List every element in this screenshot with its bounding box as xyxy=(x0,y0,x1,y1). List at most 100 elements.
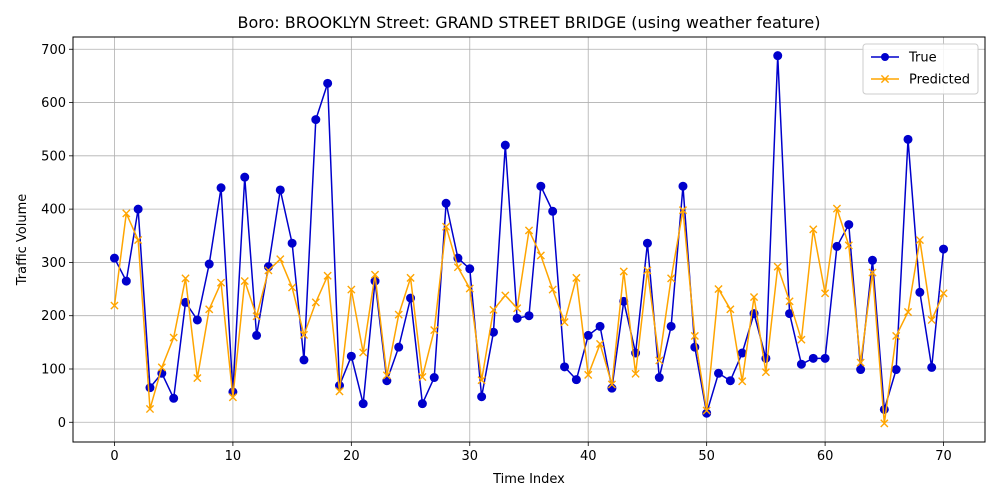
data-point-true xyxy=(844,220,854,230)
data-point-predicted xyxy=(868,268,877,277)
series-layer xyxy=(109,51,949,428)
data-point-predicted xyxy=(240,276,249,286)
x-tick-label: 20 xyxy=(343,449,360,464)
data-point-true xyxy=(654,373,664,383)
data-point-predicted xyxy=(359,348,368,357)
data-point-true xyxy=(323,78,333,88)
data-point-true xyxy=(382,376,392,386)
data-point-predicted xyxy=(844,241,853,250)
data-point-predicted xyxy=(738,377,747,386)
data-point-predicted xyxy=(702,406,711,415)
x-tick-label: 70 xyxy=(935,449,952,464)
data-point-predicted xyxy=(323,271,332,280)
data-point-true xyxy=(275,185,285,195)
data-point-true xyxy=(169,393,179,403)
data-point-true xyxy=(796,359,806,369)
data-point-true xyxy=(192,315,202,325)
data-point-predicted xyxy=(501,291,510,300)
data-point-true xyxy=(536,181,546,191)
data-point-true xyxy=(867,255,877,265)
data-point-true xyxy=(939,244,949,254)
data-point-predicted xyxy=(927,315,936,325)
data-point-predicted xyxy=(134,235,143,245)
data-point-predicted xyxy=(619,267,628,276)
data-point-predicted xyxy=(430,325,439,335)
y-axis-title: Traffic Volume xyxy=(15,194,30,287)
data-point-true xyxy=(903,134,913,144)
data-point-true xyxy=(571,375,581,385)
y-tick-label: 500 xyxy=(41,149,66,164)
data-point-true xyxy=(512,313,522,323)
data-point-predicted xyxy=(572,273,581,282)
data-point-predicted xyxy=(584,370,593,379)
data-point-true xyxy=(714,368,724,378)
x-tick-label: 30 xyxy=(462,449,479,464)
data-point-true xyxy=(346,351,356,361)
y-tick-label: 100 xyxy=(41,362,66,377)
data-point-predicted xyxy=(205,305,214,314)
series-predicted xyxy=(110,204,948,428)
data-point-predicted xyxy=(489,305,498,314)
data-point-true xyxy=(820,353,830,363)
data-point-true xyxy=(583,330,593,340)
data-point-predicted xyxy=(714,284,723,294)
data-point-predicted xyxy=(418,372,427,382)
data-point-predicted xyxy=(110,301,119,310)
data-point-true xyxy=(299,355,309,365)
data-point-predicted xyxy=(655,356,664,365)
data-point-true xyxy=(832,241,842,251)
data-point-true xyxy=(311,115,321,125)
data-point-true xyxy=(500,140,510,150)
data-point-true xyxy=(358,399,368,409)
data-point-predicted xyxy=(797,335,806,344)
data-point-predicted xyxy=(453,263,463,272)
data-point-true xyxy=(477,392,487,402)
data-point-true xyxy=(891,365,901,375)
data-point-true xyxy=(808,353,818,363)
data-point-predicted xyxy=(477,376,486,385)
data-point-predicted xyxy=(122,209,131,218)
data-point-true xyxy=(216,183,226,193)
legend-marker-true xyxy=(881,53,889,61)
data-point-predicted xyxy=(288,283,297,292)
data-point-predicted xyxy=(169,333,178,342)
data-point-true xyxy=(429,373,439,383)
data-point-predicted xyxy=(406,273,415,282)
data-point-true xyxy=(548,206,558,216)
legend: True Predicted xyxy=(862,43,979,95)
chart-title: Boro: BROOKLYN Street: GRAND STREET BRID… xyxy=(238,13,821,32)
data-point-true xyxy=(773,51,783,61)
data-point-true xyxy=(524,311,534,321)
data-point-predicted xyxy=(903,307,913,317)
data-point-true xyxy=(287,238,297,248)
data-point-predicted xyxy=(785,297,794,306)
data-point-predicted xyxy=(513,304,522,313)
data-point-true xyxy=(240,172,250,182)
data-point-true xyxy=(145,383,155,393)
x-tick-label: 50 xyxy=(698,449,715,464)
data-point-true xyxy=(441,198,451,208)
data-point-predicted xyxy=(370,270,380,279)
data-point-predicted xyxy=(193,373,202,383)
y-tick-label: 600 xyxy=(41,96,66,111)
data-point-predicted xyxy=(809,225,818,234)
plot-area-frame xyxy=(72,36,986,443)
legend-marker-predicted xyxy=(880,74,890,84)
data-point-predicted xyxy=(145,404,155,414)
data-point-predicted xyxy=(335,387,344,396)
data-point-predicted xyxy=(832,204,842,213)
data-point-predicted xyxy=(856,358,865,367)
data-point-predicted xyxy=(311,298,320,307)
data-point-true xyxy=(915,287,925,297)
y-tick-label: 300 xyxy=(41,256,66,271)
data-point-predicted xyxy=(595,339,605,349)
data-point-predicted xyxy=(382,371,391,380)
data-point-true xyxy=(121,276,131,286)
data-point-predicted xyxy=(264,266,273,275)
data-point-predicted xyxy=(607,380,617,389)
data-point-true xyxy=(595,321,605,331)
data-point-true xyxy=(133,204,143,214)
